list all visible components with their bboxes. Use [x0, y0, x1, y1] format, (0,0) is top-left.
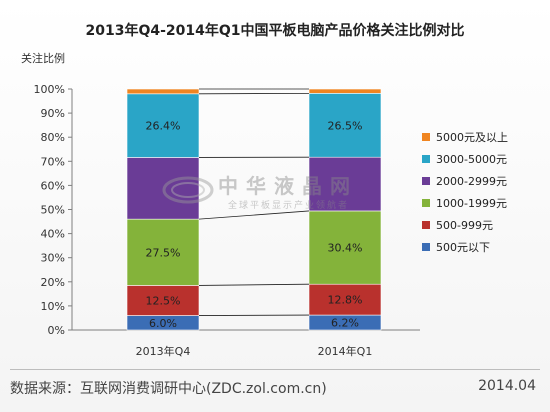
legend-label: 500元以下: [436, 241, 490, 254]
bar-segment: [308, 88, 382, 94]
watermark-logo-icon: [162, 176, 214, 204]
x-category-label: 2013年Q4: [136, 344, 191, 358]
legend-label: 5000元及以上: [436, 131, 508, 144]
legend-swatch: [422, 221, 430, 229]
chart-title: 2013年Q4-2014年Q1中国平板电脑产品价格关注比例对比: [85, 23, 465, 39]
x-category-label: 2014年Q1: [318, 344, 373, 358]
data-label: 12.8%: [328, 294, 363, 307]
legend-swatch: [422, 243, 430, 251]
legend-swatch: [422, 177, 430, 185]
data-label: 27.5%: [146, 246, 181, 259]
legend-swatch: [422, 199, 430, 207]
y-tick-label: 10%: [41, 300, 65, 313]
legend-swatch: [422, 155, 430, 163]
bar-segment: [126, 93, 200, 158]
watermark-tagline: 全球平板显示产业领航者: [228, 201, 350, 211]
footer-divider: [10, 369, 540, 370]
data-source: 数据来源：互联网消费调研中心(ZDC.zol.com.cn): [10, 381, 327, 397]
series-connector-line: [198, 283, 310, 286]
y-tick-label: 30%: [41, 252, 65, 265]
bar-segment: [308, 156, 382, 212]
y-tick-label: 90%: [41, 107, 65, 120]
bar-segment: [126, 285, 200, 316]
bar-segment: [308, 283, 382, 316]
bar-segment: [126, 88, 200, 95]
watermark-name: 中华液晶网: [218, 174, 358, 198]
bar-segment: [126, 157, 200, 220]
y-axis-label: 关注比例: [21, 52, 65, 65]
bar-segment: [308, 93, 382, 158]
y-tick-label: 50%: [41, 204, 65, 217]
report-date: 2014.04: [478, 378, 536, 394]
y-tick-label: 80%: [41, 131, 65, 144]
series-connector-line: [198, 210, 310, 220]
legend-swatch: [422, 133, 430, 141]
data-label: 12.5%: [146, 294, 181, 307]
y-tick-label: 20%: [41, 276, 65, 289]
data-label: 6.2%: [331, 317, 359, 330]
y-tick-label: 100%: [34, 83, 65, 96]
bar-segment: [126, 218, 200, 286]
y-tick-label: 70%: [41, 155, 65, 168]
data-label: 6.0%: [149, 317, 177, 330]
data-label: 30.4%: [328, 242, 363, 255]
data-label: 26.5%: [328, 119, 363, 132]
watermark: 中华液晶网 全球平板显示产业领航者: [148, 170, 398, 214]
y-tick-label: 40%: [41, 228, 65, 241]
y-tick-label: 60%: [41, 179, 65, 192]
legend-label: 3000-5000元: [436, 153, 507, 166]
bar-segment: [308, 210, 382, 285]
legend-label: 500-999元: [436, 219, 493, 232]
y-tick-label: 0%: [48, 324, 65, 337]
data-label: 26.4%: [146, 120, 181, 133]
legend-label: 2000-2999元: [436, 175, 507, 188]
legend-label: 1000-1999元: [436, 197, 507, 210]
